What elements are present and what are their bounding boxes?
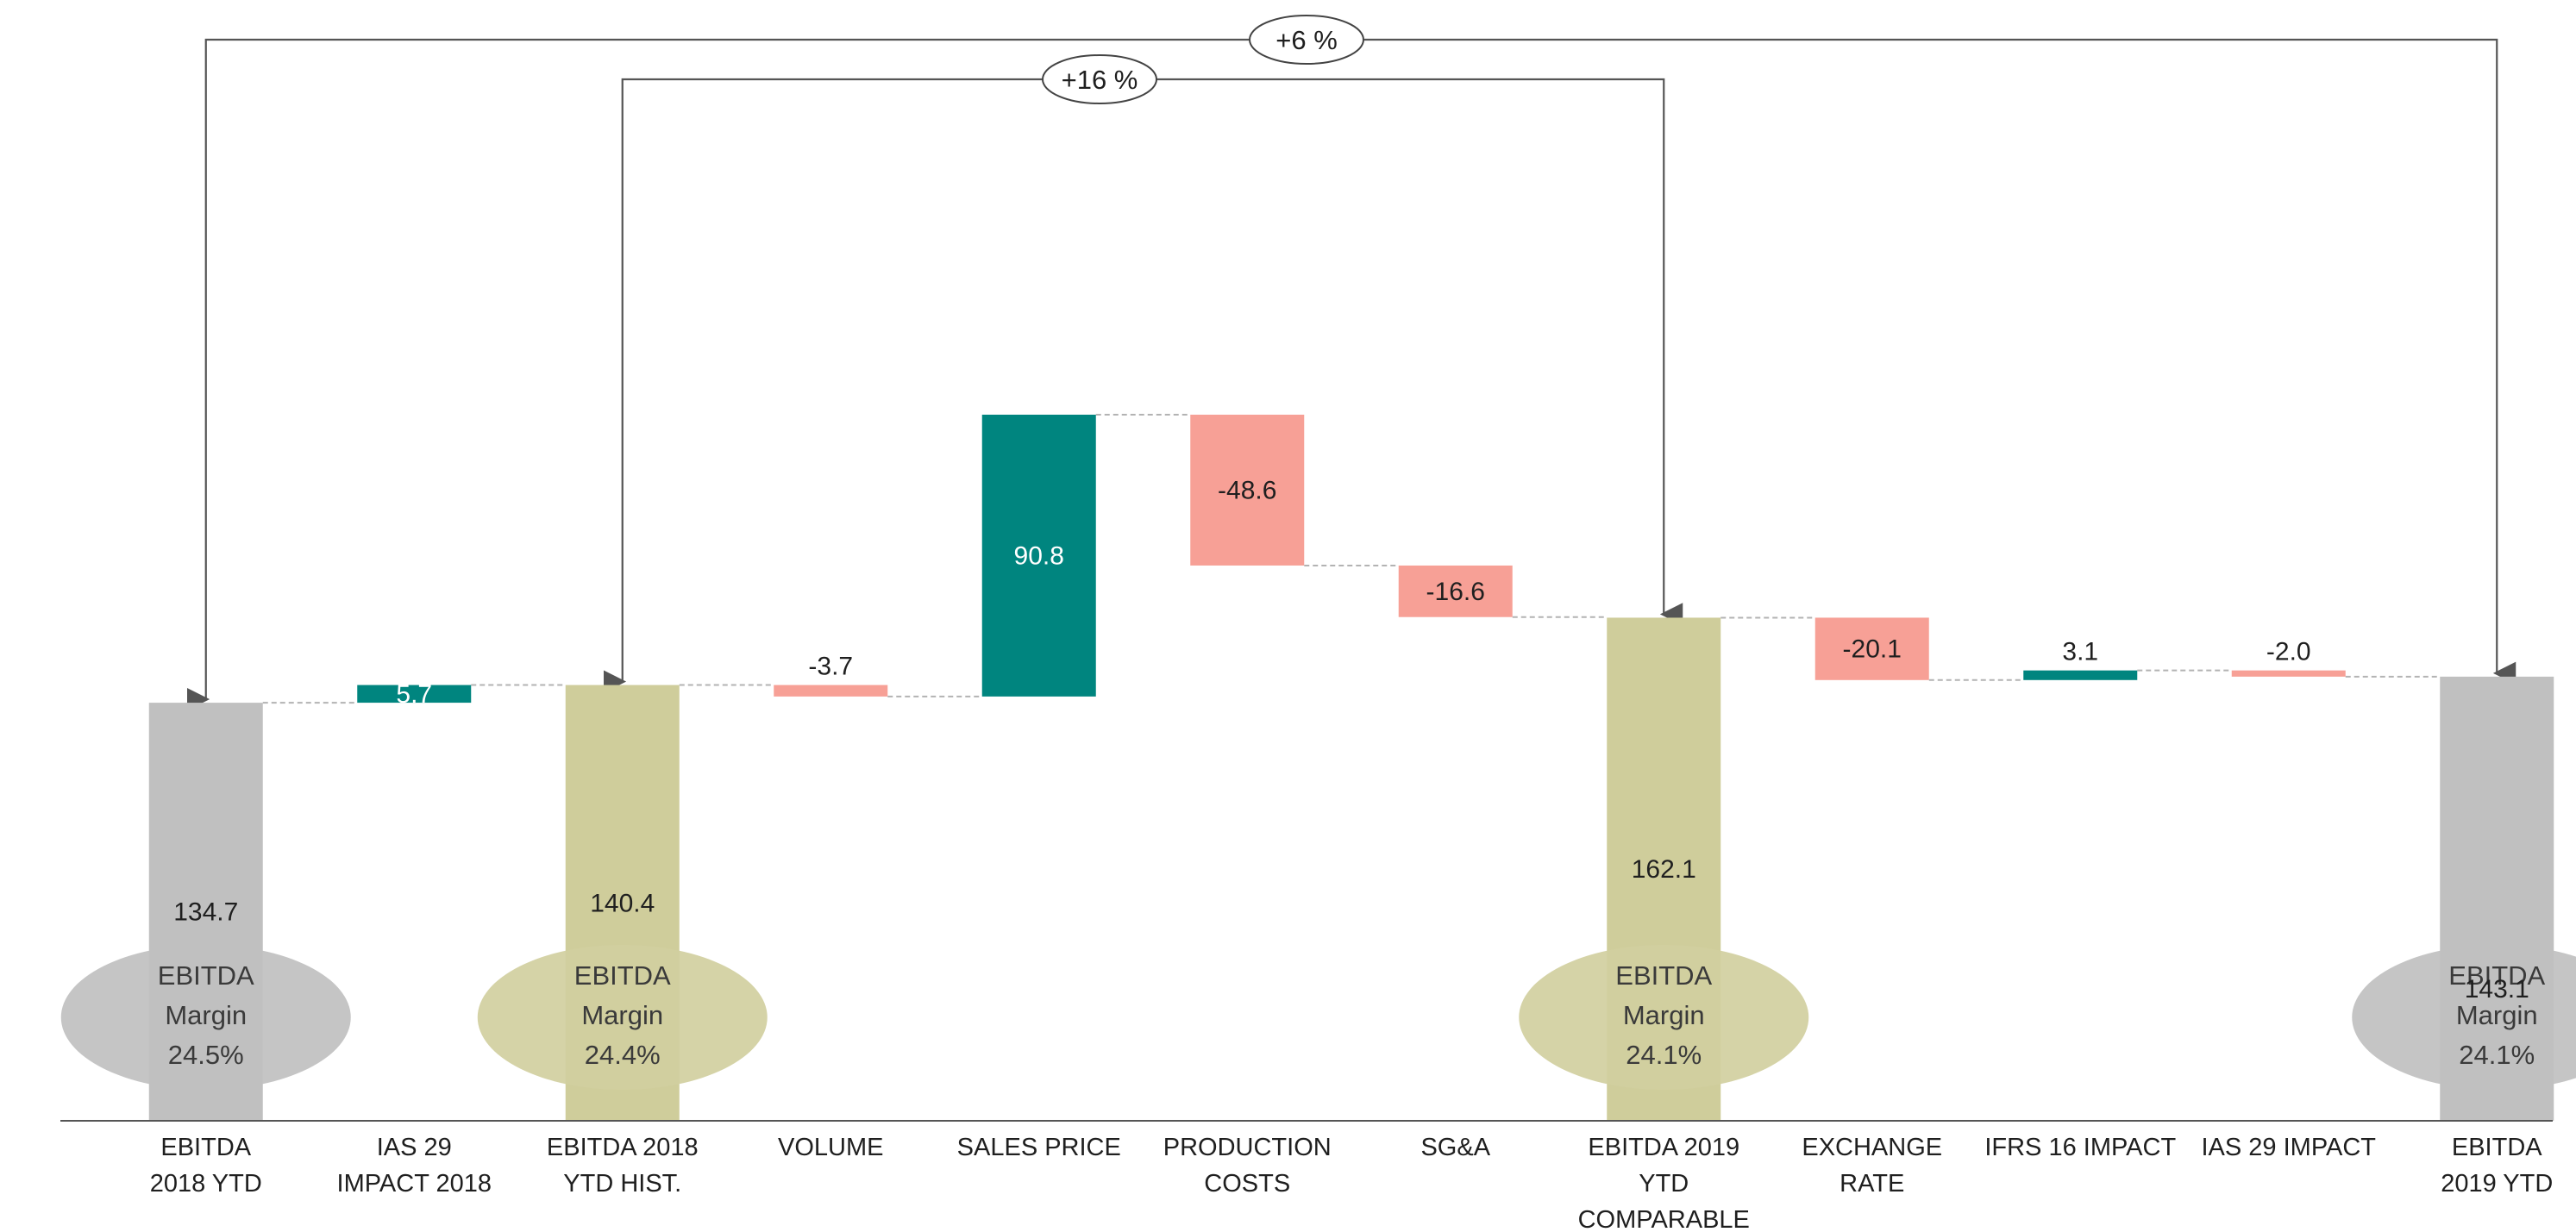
bar-1 [357, 685, 472, 704]
margin-ellipses: EBITDA Margin 24.5% EBITDA Margin 24.4% EBITDA… [60, 945, 2576, 1090]
category-label-2: EBITDA 2018 YTD HIST. [547, 1134, 699, 1198]
margin-label-2: EBITDA Margin 24.4% [574, 960, 671, 1070]
comparison-badge-0 [1042, 54, 1157, 104]
value-labels: 134.7 5.7 140.4 -3.7 90.8 -48.6 -16.6 162.1 -20.… [173, 476, 2529, 1003]
margin-ellipse-7 [1519, 945, 1809, 1090]
margin-label-11: EBITDA Margin 24.1% [2448, 960, 2545, 1070]
bar-8 [1814, 617, 1929, 680]
data-label-6: -16.6 [1426, 578, 1485, 606]
category-label-4: SALES PRICE [957, 1134, 1121, 1161]
data-label-10: -2.0 [2266, 638, 2311, 666]
category-label-5: PRODUCTION COSTS [1163, 1134, 1332, 1198]
category-label-9: IFRS 16 IMPACT [1984, 1134, 2176, 1161]
data-label-4: 90.8 [1014, 541, 1064, 570]
bar-6 [1398, 565, 1513, 617]
data-label-2: 140.4 [590, 889, 655, 917]
category-label-10: IAS 29 IMPACT [2201, 1134, 2376, 1161]
category-label-6: SG&A [1420, 1134, 1490, 1161]
data-label-5: -48.6 [1218, 476, 1276, 504]
bar-5 [1190, 415, 1305, 566]
data-label-8: -20.1 [1843, 635, 1902, 664]
category-label-11: EBITDA 2019 YTD [2441, 1134, 2553, 1198]
data-label-9: 3.1 [2062, 638, 2098, 666]
data-label-11: 143.1 [2465, 975, 2529, 1004]
comparison-arrows: +16 % +6 % [186, 15, 2516, 711]
connector-lines [262, 414, 2441, 704]
margin-label-0: EBITDA Margin 24.5% [158, 960, 254, 1070]
comparison-arrow-1 [186, 38, 2516, 711]
comparison-label-1: +6 % [1275, 25, 1338, 55]
data-label-3: -3.7 [808, 653, 853, 681]
margin-ellipse-0 [60, 945, 351, 1090]
bar-10 [2231, 670, 2346, 677]
bar-4 [981, 415, 1096, 697]
category-labels: EBITDA 2018 YTD IAS 29 IMPACT 2018 EBITDA 20… [150, 1134, 2554, 1232]
margin-label-7: EBITDA Margin 24.1% [1615, 960, 1712, 1070]
data-label-7: 162.1 [1632, 855, 1696, 884]
bar-3 [774, 685, 888, 697]
bar-9 [2023, 670, 2138, 680]
comparison-label-0: +16 % [1062, 65, 1138, 95]
data-label-0: 134.7 [173, 898, 238, 927]
category-label-1: IAS 29 IMPACT 2018 [337, 1134, 492, 1198]
margin-ellipse-2 [477, 945, 768, 1090]
comparison-badge-1 [1249, 15, 1364, 65]
margin-ellipse-11 [2352, 945, 2576, 1090]
data-label-1: 5.7 [396, 680, 432, 709]
category-label-8: EXCHANGE RATE [1802, 1134, 1942, 1198]
category-label-0: EBITDA 2018 YTD [150, 1134, 262, 1198]
category-label-3: VOLUME [778, 1134, 883, 1161]
category-label-7: EBITDA 2019 YTD COMPARABLE [1578, 1134, 1750, 1232]
